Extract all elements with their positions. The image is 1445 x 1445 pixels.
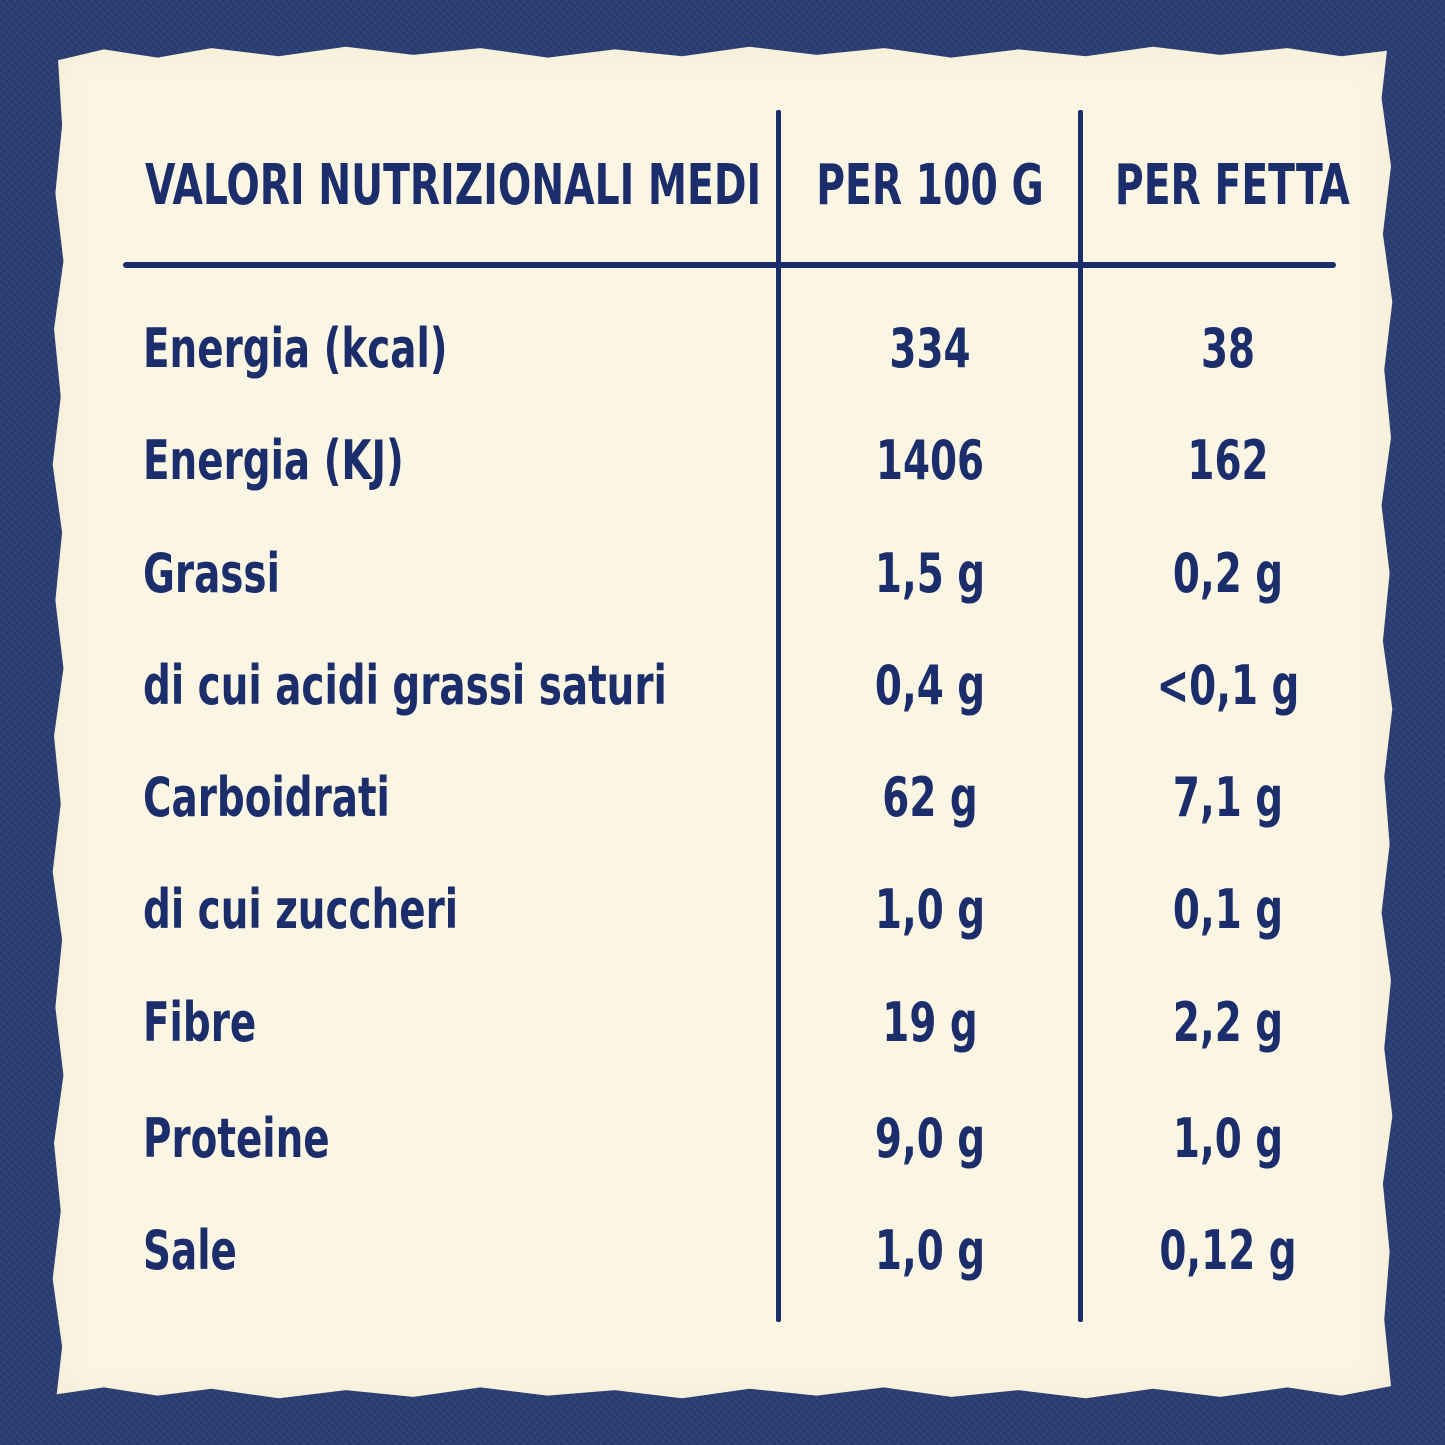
header-per-slice: PER FETTA (1114, 153, 1350, 218)
row-value-per-slice: 0,12 g (1159, 1219, 1297, 1282)
nutrition-card (52, 46, 1393, 1399)
row-value-per-slice: 0,1 g (1172, 878, 1284, 941)
header-per-100g: PER 100 G (816, 153, 1044, 218)
row-label: Fibre (143, 991, 257, 1054)
header-divider (123, 262, 1336, 268)
header-nutrient: VALORI NUTRIZIONALI MEDI (145, 153, 762, 218)
row-label: di cui zuccheri (143, 878, 459, 941)
row-label: Energia (KJ) (143, 429, 404, 492)
row-value-per-slice: 7,1 g (1172, 766, 1284, 829)
row-value-per-100g: 0,4 g (874, 654, 986, 717)
row-value-per-100g: 334 (889, 317, 971, 380)
row-value-per-slice: 0,2 g (1172, 542, 1284, 605)
row-value-per-slice: 38 (1200, 317, 1256, 380)
row-label: di cui acidi grassi saturi (143, 654, 667, 717)
row-value-per-100g: 1,0 g (874, 1219, 986, 1282)
row-value-per-100g: 62 g (882, 766, 978, 829)
row-value-per-100g: 19 g (882, 991, 978, 1054)
column-divider-1 (776, 110, 781, 1322)
row-label: Carboidrati (143, 766, 390, 829)
row-value-per-100g: 1,0 g (874, 878, 986, 941)
row-value-per-100g: 1,5 g (874, 542, 986, 605)
row-value-per-slice: <0,1 g (1156, 654, 1300, 717)
row-value-per-100g: 1406 (875, 429, 985, 492)
row-label: Sale (143, 1219, 237, 1282)
column-divider-2 (1078, 110, 1083, 1322)
row-value-per-100g: 9,0 g (874, 1107, 986, 1170)
row-value-per-slice: 162 (1187, 429, 1269, 492)
row-label: Proteine (143, 1107, 330, 1170)
row-value-per-slice: 1,0 g (1172, 1107, 1284, 1170)
row-label: Energia (kcal) (143, 317, 448, 380)
row-value-per-slice: 2,2 g (1172, 991, 1284, 1054)
row-label: Grassi (143, 542, 280, 605)
